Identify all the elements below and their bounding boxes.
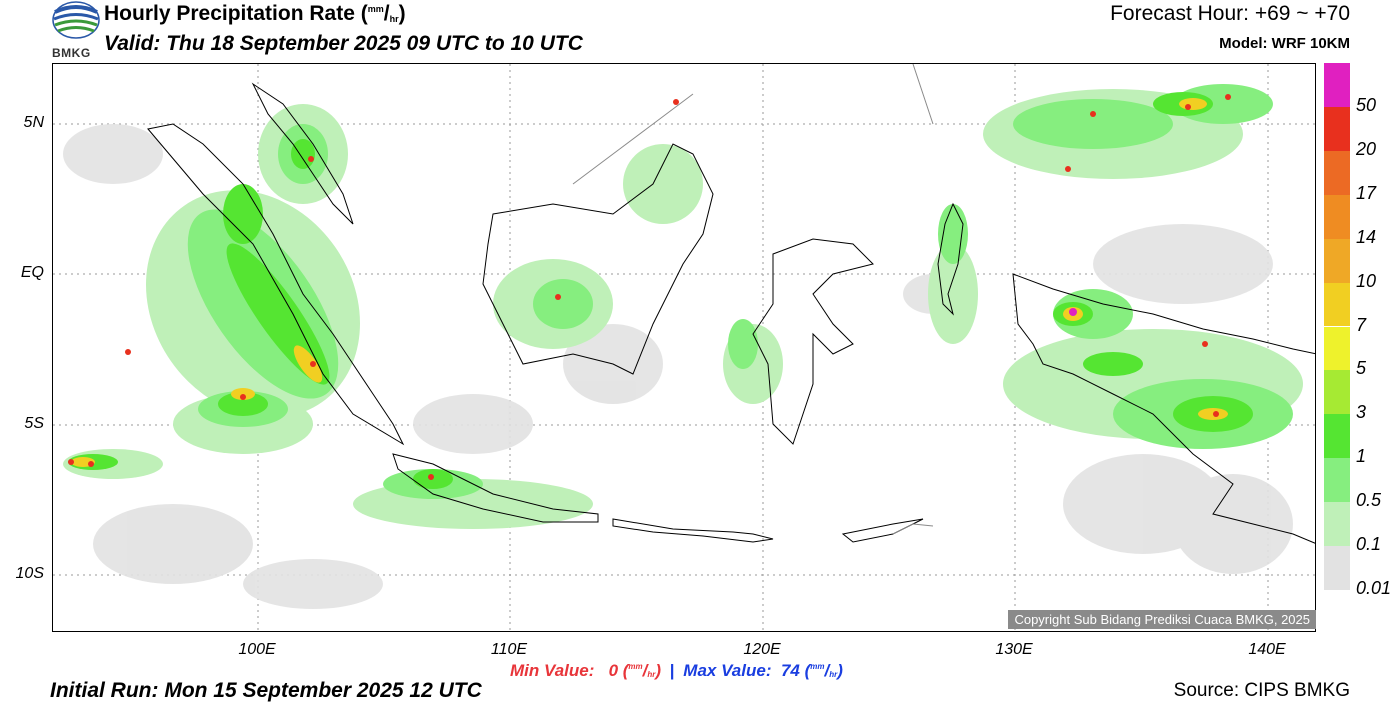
- colorbar-segment: [1324, 106, 1350, 151]
- colorbar-segment: [1324, 63, 1350, 107]
- max-value-label: Max Value: 74 (mm/hr): [683, 661, 843, 680]
- colorbar-label: 1: [1356, 446, 1367, 467]
- lon-label-100e: 100E: [238, 641, 276, 658]
- bmkg-logo: [50, 0, 102, 62]
- lon-label-130e: 130E: [995, 641, 1033, 658]
- lat-label-eq: EQ: [20, 264, 44, 281]
- colorbar-label: 0.01: [1356, 578, 1392, 598]
- colorbar-label: 5: [1356, 358, 1367, 379]
- colorbar-label: 50: [1356, 94, 1377, 115]
- lon-label-140e: 140E: [1248, 641, 1286, 658]
- model-name: Model: WRF 10KM: [1219, 35, 1350, 52]
- lat-label-10s: 10S: [15, 565, 44, 582]
- colorbar-label: 10: [1356, 270, 1377, 291]
- colorbar-label: 0.5: [1356, 490, 1382, 511]
- lon-label-110e: 110E: [490, 641, 528, 658]
- forecast-hour: Forecast Hour: +69 ~ +70: [1110, 2, 1350, 25]
- min-max-values: Min Value: 0 (mm/hr) | Max Value: 74 (mm…: [510, 661, 843, 680]
- colorbar-label: 14: [1356, 226, 1377, 247]
- colorbar-segment: [1324, 458, 1350, 503]
- map-canvas: [53, 64, 1315, 631]
- colorbar-segment: [1324, 502, 1350, 547]
- colorbar-segment: [1324, 546, 1350, 590]
- colorbar: [1324, 63, 1350, 590]
- colorbar-label: 7: [1356, 314, 1367, 335]
- colorbar-label: 17: [1356, 182, 1377, 203]
- colorbar-segment: [1324, 150, 1350, 195]
- copyright-notice: Copyright Sub Bidang Prediksi Cuaca BMKG…: [1008, 610, 1316, 629]
- precipitation-map: [52, 63, 1316, 632]
- valid-time: Valid: Thu 18 September 2025 09 UTC to 1…: [104, 32, 583, 55]
- lat-label-5n: 5N: [23, 114, 44, 131]
- colorbar-segment: [1324, 194, 1350, 239]
- colorbar-segment: [1324, 414, 1350, 459]
- lat-label-5s: 5S: [24, 415, 44, 432]
- bmkg-logo-text: BMKG: [52, 46, 91, 60]
- colorbar-segment: [1324, 238, 1350, 283]
- source: Source: CIPS BMKG: [1173, 680, 1350, 701]
- min-value-label: Min Value: 0 (mm/hr): [510, 661, 662, 680]
- map-title: Hourly Precipitation Rate (mm/hr): [104, 2, 406, 25]
- lon-label-120e: 120E: [743, 641, 781, 658]
- initial-run: Initial Run: Mon 15 September 2025 12 UT…: [50, 679, 482, 702]
- colorbar-segment: [1324, 370, 1350, 415]
- colorbar-segment: [1324, 282, 1350, 327]
- colorbar-label: 3: [1356, 402, 1367, 423]
- colorbar-segment: [1324, 326, 1350, 371]
- colorbar-label: 20: [1356, 138, 1377, 159]
- colorbar-label: 0.1: [1356, 534, 1382, 555]
